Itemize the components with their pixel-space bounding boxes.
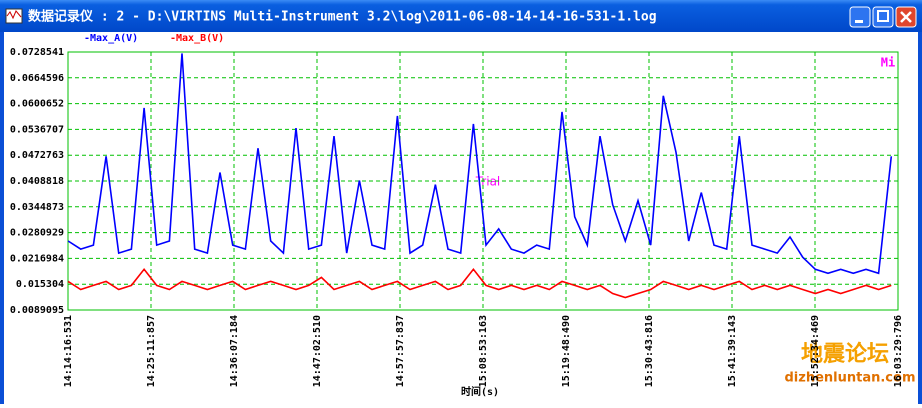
x-tick-label: 14:36:07:184 xyxy=(229,315,240,387)
watermark: dizhenluntan.com xyxy=(785,371,916,386)
x-tick-label: 14:47:02:510 xyxy=(312,315,323,387)
x-tick-label: 16:03:29:796 xyxy=(893,315,904,387)
y-tick-label: 0.0408818 xyxy=(10,176,64,187)
title-bar xyxy=(0,0,922,32)
x-tick-label: 15:30:43:816 xyxy=(644,315,655,387)
annotation: Trial xyxy=(475,175,501,189)
y-tick-label: 0.0600652 xyxy=(10,99,64,110)
watermark: 地震论坛 xyxy=(801,341,889,367)
window-title: 数据记录仪 : 2 - D:\VIRTINS Multi-Instrument … xyxy=(28,9,657,25)
minimize-button[interactable] xyxy=(849,6,871,28)
legend-entry: -Max_B(V) xyxy=(170,33,224,44)
maximize-button[interactable] xyxy=(872,6,894,28)
close-button[interactable] xyxy=(895,6,917,28)
series-line xyxy=(67,268,892,299)
legend-entry: -Max_A(V) xyxy=(84,33,138,44)
y-tick-label: 0.0344873 xyxy=(10,202,64,213)
y-tick-label: 0.0280929 xyxy=(10,228,64,239)
annotation: Mi xyxy=(881,56,895,70)
y-tick-label: 0.0089095 xyxy=(10,305,64,316)
y-tick-label: 0.0472763 xyxy=(10,150,64,161)
x-tick-label: 14:57:57:837 xyxy=(395,315,406,387)
x-tick-label: 15:08:53:163 xyxy=(478,315,489,387)
x-tick-label: 15:41:39:143 xyxy=(727,315,738,387)
x-tick-label: 15:52:34:469 xyxy=(810,315,821,387)
y-tick-label: 0.0728541 xyxy=(10,47,64,58)
y-tick-label: 0.0664596 xyxy=(10,73,64,84)
x-tick-label: 15:19:48:490 xyxy=(561,315,572,387)
x-tick-label: 14:14:16:531 xyxy=(63,315,74,387)
series-line xyxy=(67,53,893,275)
y-tick-label: 0.0216984 xyxy=(10,253,64,264)
y-tick-label: 0.0536707 xyxy=(10,124,64,135)
y-tick-label: 0.015304 xyxy=(16,279,64,290)
x-tick-label: 14:25:11:857 xyxy=(146,315,157,387)
client-area xyxy=(4,32,918,404)
app-icon xyxy=(5,8,23,24)
x-axis-label: 时间(s) xyxy=(461,385,499,398)
